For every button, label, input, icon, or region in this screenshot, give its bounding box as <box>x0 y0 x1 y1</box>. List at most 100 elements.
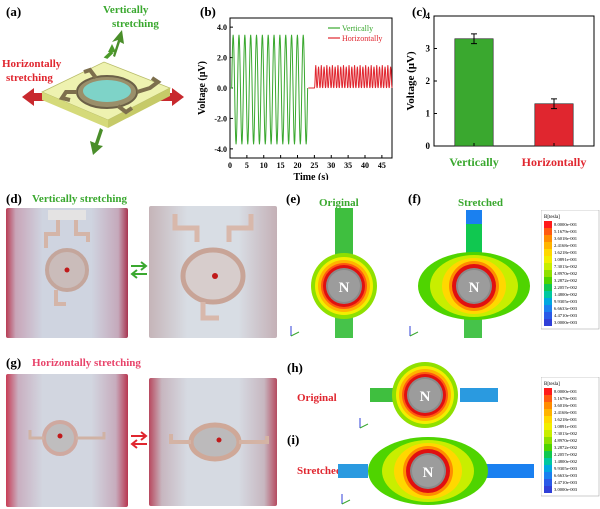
colorbar-tick-label: 5.1679e-001 <box>554 396 578 401</box>
colorbar-swatch <box>544 256 552 263</box>
y-tick-label: 2 <box>426 76 431 86</box>
photo-stretched-vertical <box>149 206 277 338</box>
y-tick-label: 2.0 <box>217 54 227 63</box>
x-tick-label: 15 <box>277 161 285 170</box>
series-vertically <box>230 34 309 145</box>
x-tick-label: 20 <box>294 161 302 170</box>
colorbar-swatch <box>544 402 552 409</box>
colorbar-tick-label: 3.6018e-001 <box>554 403 578 408</box>
field-sim-original-vertical: N <box>290 208 377 338</box>
axis-triad-icon <box>290 326 300 337</box>
colorbar-swatch <box>544 305 552 312</box>
colorbar-tick-label: 9.9305e-003 <box>554 299 578 304</box>
y-axis-label: Voltage (μV) <box>405 51 417 111</box>
panel-label-a: (a) <box>6 4 22 19</box>
colorbar-swatch <box>544 277 552 284</box>
colorbar-swatch <box>544 291 552 298</box>
colorbar-swatch <box>544 423 552 430</box>
down-arrow-icon <box>90 128 103 155</box>
colorbar-header: B[tesla] <box>544 215 560 220</box>
x-tick-label: 10 <box>260 161 268 170</box>
colorbar-swatch <box>544 486 552 493</box>
colorbar-tick-label: 2.4168e-001 <box>554 410 578 415</box>
colorbar-tick-label: 2.2057e-002 <box>554 285 578 290</box>
colorbar-swatch <box>544 221 552 228</box>
colorbar-tick-label: 1.4800e-002 <box>554 459 578 464</box>
colorbar-bottom: B[tesla] 8.0000e-001 5.1679e-001 3.6018e-00… <box>541 377 600 497</box>
x-category-label: Horizontally <box>522 155 587 169</box>
y-tick-label: 4 <box>426 11 431 21</box>
colorbar-tick-label: 4.8970e-002 <box>554 438 578 443</box>
vertical-stretch-label-1: Vertically <box>103 4 149 16</box>
right-arrow-icon <box>160 88 184 106</box>
colorbar-tick-label: 1.6218e-001 <box>554 417 578 422</box>
y-tick-label: 4.0 <box>217 23 227 32</box>
colorbar-header: B[tesla] <box>544 382 560 387</box>
double-arrow-green-icon <box>130 261 148 279</box>
x-tick-label: 0 <box>228 161 232 170</box>
bar-horizontally <box>534 103 574 147</box>
colorbar-swatch <box>544 242 552 249</box>
colorbar-tick-label: 1.4800e-002 <box>554 292 578 297</box>
colorbar-swatch <box>544 451 552 458</box>
colorbar-swatch <box>544 479 552 486</box>
y-tick-label: 0.0 <box>217 84 227 93</box>
horizontal-stretch-label-2: stretching <box>6 72 53 84</box>
colorbar-swatch <box>544 395 552 402</box>
panel-e-title: Original <box>319 197 359 209</box>
colorbar-swatch <box>544 430 552 437</box>
magnet-label-i: N <box>423 465 434 481</box>
device-schematic <box>22 30 184 155</box>
axis-triad-icon <box>359 418 369 429</box>
bar-vertically <box>454 38 494 147</box>
left-arrow-icon <box>22 88 48 106</box>
colorbar-swatch <box>544 444 552 451</box>
colorbar-tick-label: 3.2872e-002 <box>554 445 578 450</box>
colorbar-tick-label: 9.9305e-003 <box>554 466 578 471</box>
panel-label-f: (f) <box>408 191 421 206</box>
legend-label: Vertically <box>342 24 373 33</box>
y-tick-label: -2.0 <box>214 114 227 123</box>
magnet-label-f: N <box>469 280 480 296</box>
colorbar-swatch <box>544 416 552 423</box>
colorbar-tick-label: 1.0891e-001 <box>554 257 578 262</box>
magnet-label-e: N <box>339 280 350 296</box>
field-sim-stretched-vertical: N <box>409 210 530 338</box>
x-tick-label: 40 <box>361 161 369 170</box>
photo-original-vertical <box>6 208 128 338</box>
colorbar-tick-label: 2.4168e-001 <box>554 243 578 248</box>
colorbar-swatch <box>544 312 552 319</box>
voltage-bar-chart: 0 1 2 3 4 Voltage (μV) Vertically Horizontally <box>405 11 595 169</box>
horizontal-stretch-label-1: Horizontally <box>2 58 62 70</box>
y-tick-label: 1 <box>426 109 431 119</box>
vertical-stretch-label-2: stretching <box>112 18 159 30</box>
colorbar-tick-label: 8.0000e-001 <box>554 389 578 394</box>
y-axis-label: Voltage (μV) <box>197 61 208 115</box>
colorbar-tick-label: 1.0891e-001 <box>554 424 578 429</box>
double-arrow-red-icon <box>130 431 148 449</box>
panel-label-e: (e) <box>286 191 301 206</box>
colorbar-swatch <box>544 437 552 444</box>
colorbar-tick-label: 4.8970e-002 <box>554 271 578 276</box>
x-axis-label: Time (s) <box>293 172 328 180</box>
field-sim-original-horizontal: N <box>359 362 498 429</box>
photo-stretched-horizontal <box>149 378 277 506</box>
magnet-label-h: N <box>420 389 431 405</box>
colorbar-swatch <box>544 263 552 270</box>
colorbar-tick-label: 7.3013e-002 <box>554 264 578 269</box>
y-tick-label: 0 <box>426 141 431 151</box>
colorbar-swatch <box>544 458 552 465</box>
x-tick-label: 35 <box>344 161 352 170</box>
panel-label-g: (g) <box>6 355 22 370</box>
colorbar-tick-label: 4.4710e-003 <box>554 480 578 485</box>
colorbar-swatch <box>544 409 552 416</box>
colorbar-swatch <box>544 465 552 472</box>
y-tick-label: -4.0 <box>214 145 227 154</box>
colorbar-tick-label: 6.6633e-003 <box>554 306 578 311</box>
colorbar-tick-label: 6.6633e-003 <box>554 473 578 478</box>
x-tick-label: 30 <box>327 161 335 170</box>
axis-triad-icon <box>341 494 351 505</box>
colorbar-tick-label: 5.1679e-001 <box>554 229 578 234</box>
legend-label: Horizontally <box>342 34 382 43</box>
field-sim-stretched-horizontal: N <box>338 437 534 505</box>
